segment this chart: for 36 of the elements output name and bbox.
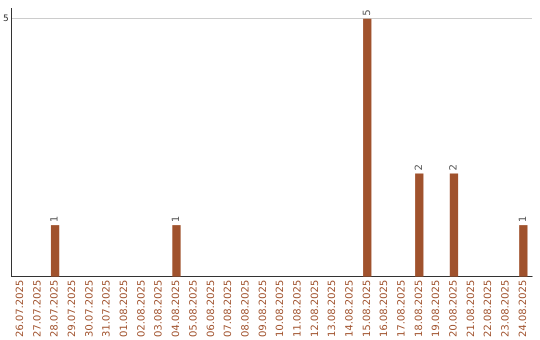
x-tick-label: 20.08.2025 <box>448 280 460 338</box>
x-tick-label: 01.08.2025 <box>119 280 130 338</box>
x-tick-label: 13.08.2025 <box>327 280 338 338</box>
data-label: 2 <box>448 164 460 171</box>
x-tick-label: 27.07.2025 <box>32 280 44 338</box>
data-label: 1 <box>518 216 529 222</box>
x-tick-label: 19.08.2025 <box>431 280 442 338</box>
x-tick-label: 21.08.2025 <box>466 280 477 338</box>
x-tick-label: 03.08.2025 <box>154 280 165 338</box>
x-tick-label: 04.08.2025 <box>171 280 182 338</box>
x-tick-label: 10.08.2025 <box>275 280 286 338</box>
x-tick-label: 02.08.2025 <box>136 280 148 338</box>
x-tick-label: 22.08.2025 <box>483 280 494 338</box>
x-tick-label: 09.08.2025 <box>258 280 269 338</box>
x-tick-label: 14.08.2025 <box>344 280 356 338</box>
x-tick-label: 18.08.2025 <box>414 280 425 338</box>
x-tick-label: 23.08.2025 <box>500 280 512 338</box>
x-tick-label: 30.07.2025 <box>84 280 96 338</box>
x-tick-label: 11.08.2025 <box>292 280 304 338</box>
x-tick-label: 17.08.2025 <box>396 280 408 338</box>
x-tick-label: 28.07.2025 <box>50 280 61 338</box>
x-tick-label: 31.07.2025 <box>102 280 113 338</box>
x-tick-label: 15.08.2025 <box>362 280 373 338</box>
x-tick-label: 12.08.2025 <box>310 280 321 338</box>
x-tick-label: 07.08.2025 <box>223 280 234 338</box>
data-label: 2 <box>414 164 425 171</box>
x-tick-label: 29.07.2025 <box>67 280 78 338</box>
x-tick-label: 16.08.2025 <box>379 280 390 338</box>
data-label: 1 <box>50 216 61 222</box>
x-tick-label: 06.08.2025 <box>206 280 217 338</box>
x-tick-label: 24.08.2025 <box>518 280 529 338</box>
x-tick-label: 26.07.2025 <box>14 280 26 338</box>
x-tick-label: 08.08.2025 <box>240 280 252 338</box>
data-label: 1 <box>171 216 182 222</box>
data-label: 5 <box>362 9 373 16</box>
x-tick-label: 05.08.2025 <box>188 280 200 338</box>
